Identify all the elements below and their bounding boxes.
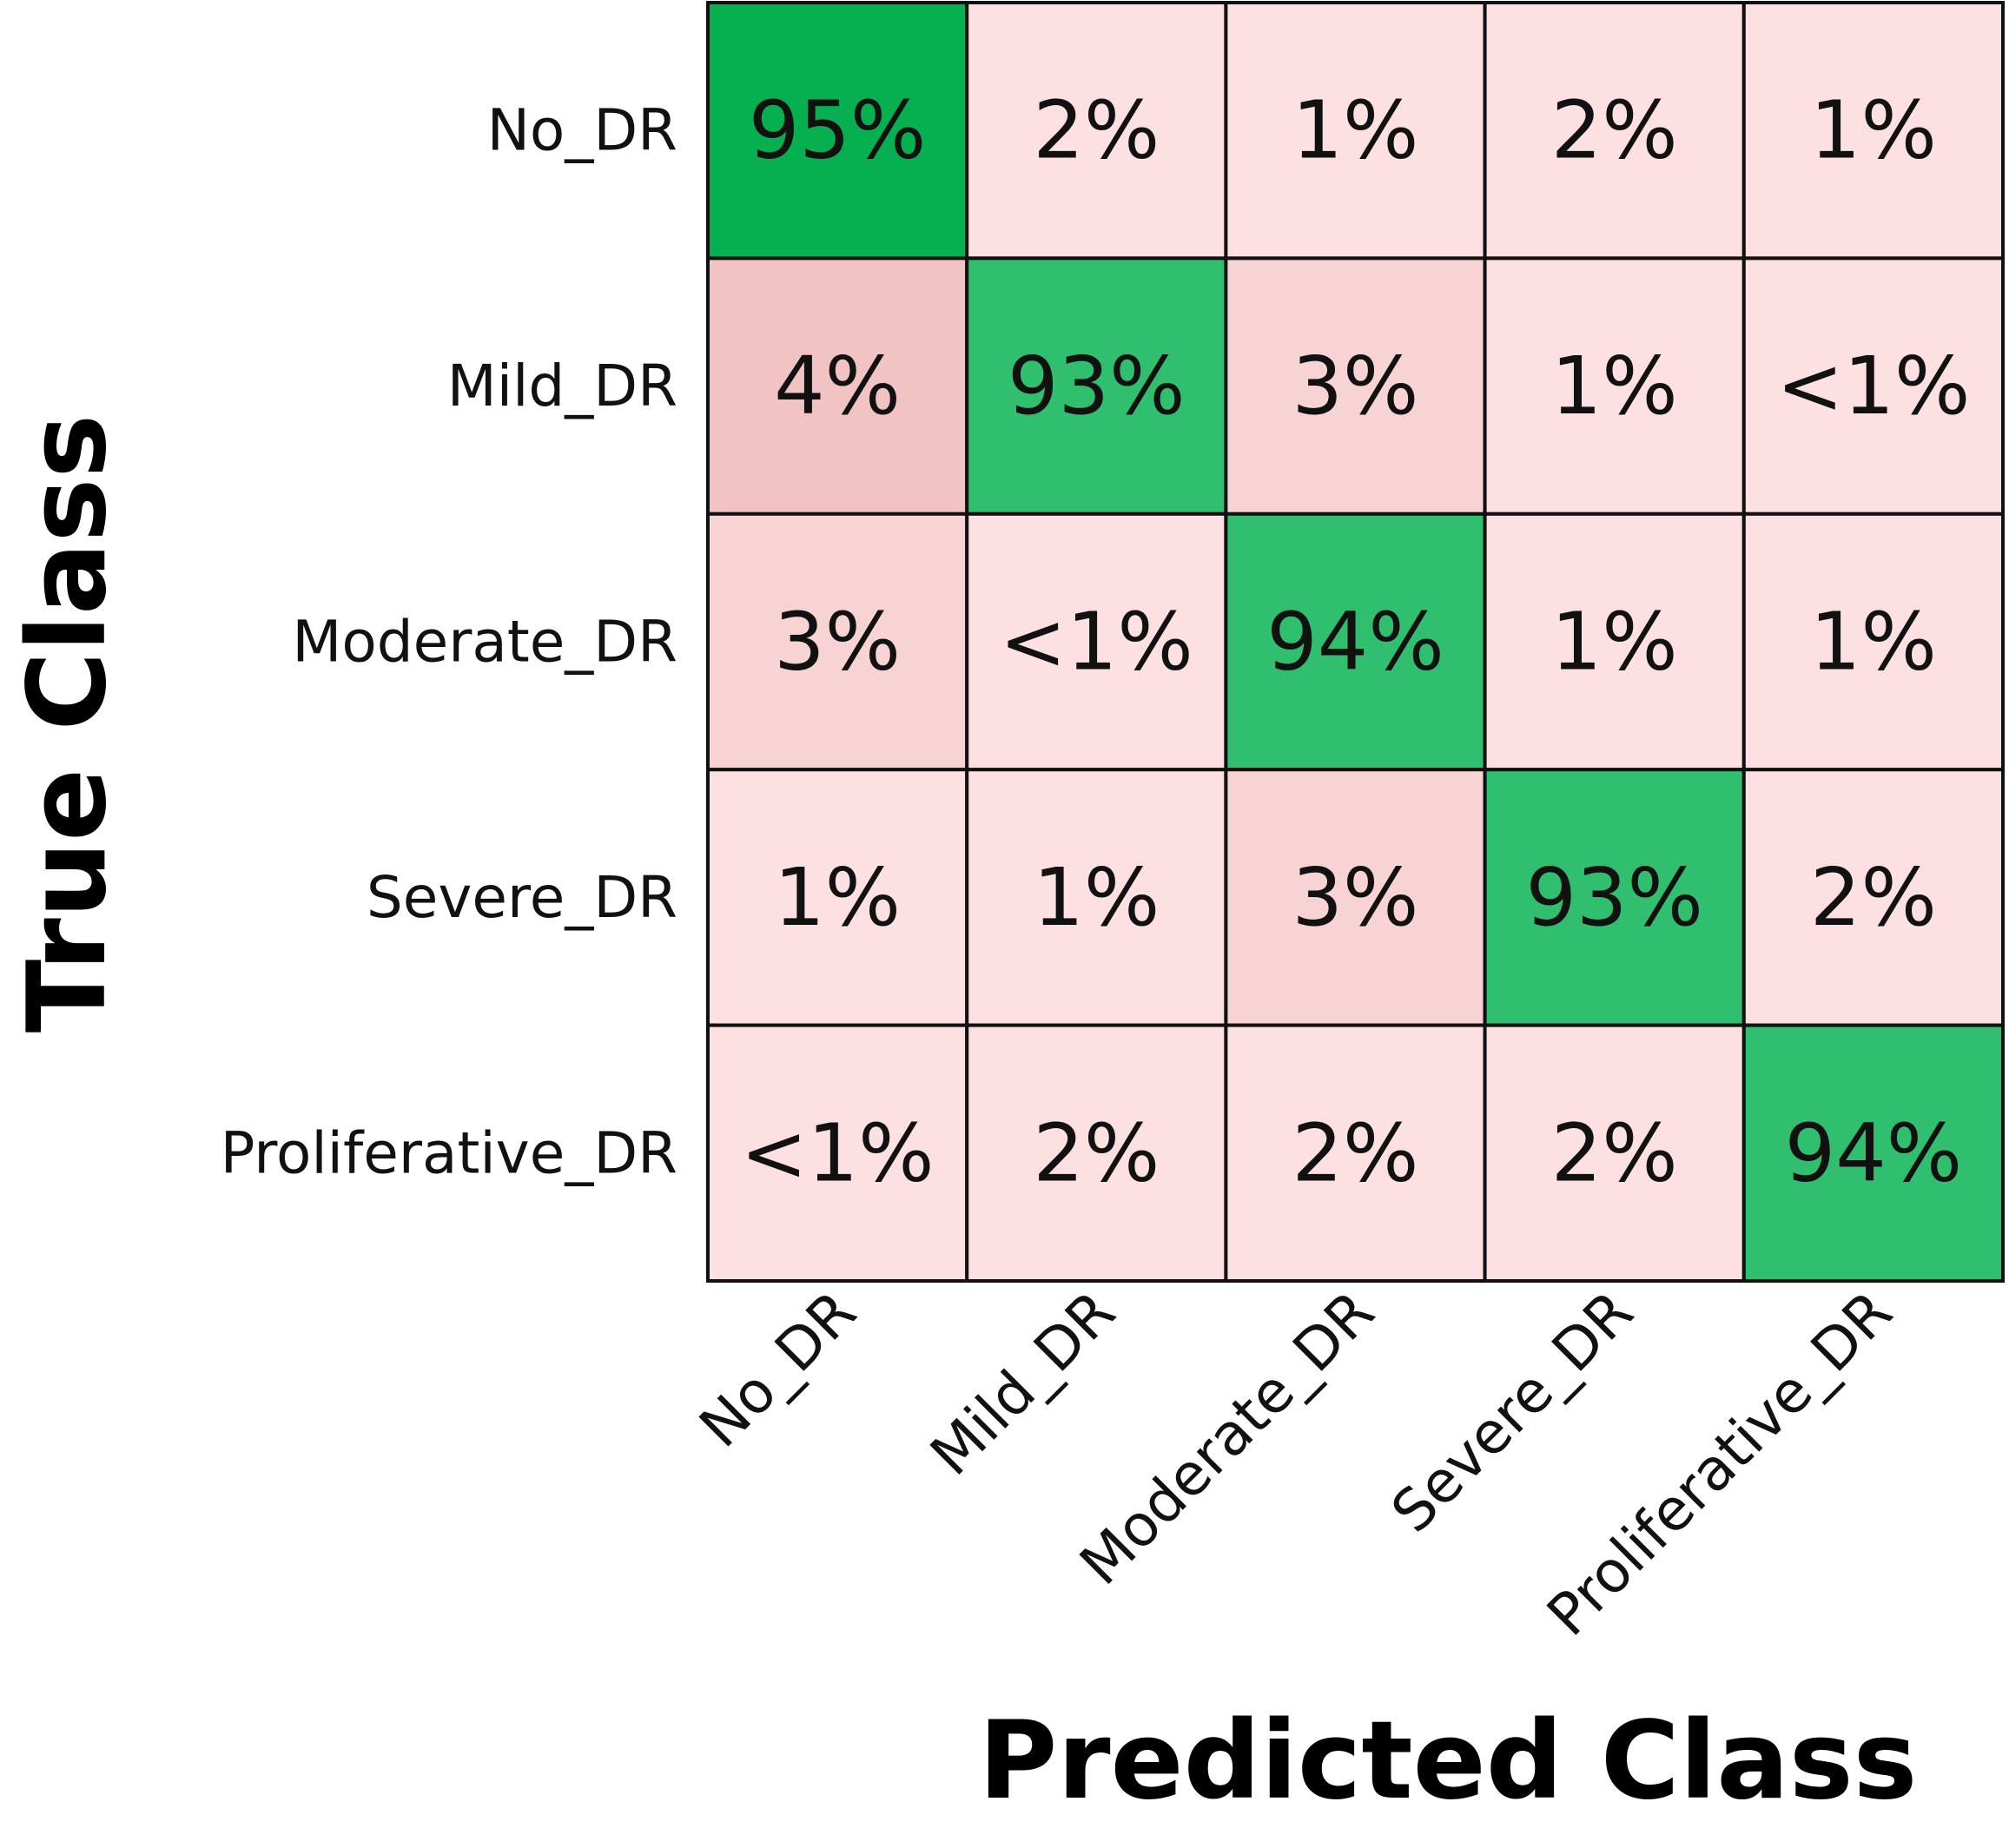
cell-value-label: 2%	[1292, 1106, 1419, 1199]
heatmap-cell	[965, 768, 1228, 1027]
cell-value-label: 2%	[1551, 84, 1678, 177]
cell-value-label: 93%	[1525, 851, 1702, 944]
cell-value-label: 94%	[1785, 1106, 1962, 1199]
cell-value-label: 1%	[1033, 851, 1160, 944]
cell-value-label: 2%	[1551, 1106, 1678, 1199]
cell-value-label: 94%	[1266, 596, 1444, 689]
heatmap-cell	[1741, 512, 2006, 772]
heatmap-cell	[965, 512, 1228, 772]
heatmap-cells: 95% 2% 1% 2% 1% 4% 93% 3% 1% <1% 3% <1% 94% 1% 1% 1% 1% 3…	[706, 1, 2006, 1283]
cell-value-label: 3%	[1292, 851, 1419, 944]
cell-value-label: 3%	[774, 596, 901, 689]
x-tick-label: Mild_DR	[918, 1278, 1128, 1488]
cell-value-label: <1%	[1000, 596, 1193, 689]
cell-value-label: 1%	[1810, 596, 1937, 689]
heatmap-cell	[965, 1023, 1228, 1283]
cell-value-label: 2%	[1033, 1106, 1160, 1199]
y-tick-label: Mild_DR	[447, 353, 677, 419]
cell-value-label: 1%	[1810, 84, 1937, 177]
heatmap-cell	[1224, 1, 1487, 261]
cell-value-label: 1%	[1551, 596, 1678, 689]
y-tick-labels: No_DR Mild_DR Moderate_DR Severe_DR Prolifer…	[221, 97, 677, 1187]
cell-value-label: 2%	[1033, 84, 1160, 177]
heatmap-cell	[1483, 1, 1746, 261]
heatmap-cell	[1224, 768, 1487, 1027]
y-tick-label: No_DR	[487, 97, 677, 164]
heatmap-cell	[706, 768, 969, 1027]
cell-value-label: 1%	[774, 851, 901, 944]
cell-value-label: 1%	[1551, 340, 1678, 432]
y-axis-title: True Class	[5, 414, 130, 1033]
heatmap-cell	[706, 256, 969, 516]
heatmap-cell	[1741, 768, 2006, 1027]
heatmap-cell	[1483, 768, 1746, 1027]
x-tick-label: No_DR	[687, 1278, 869, 1461]
cell-value-label: 93%	[1008, 340, 1185, 432]
x-tick-labels: No_DR Mild_DRModerate_DRSevere_DRProlifer…	[687, 1278, 1905, 1649]
cell-value-label: 4%	[774, 340, 901, 432]
heatmap-cell	[1224, 256, 1487, 516]
heatmap-cell	[706, 1, 969, 261]
y-tick-label: Moderate_DR	[292, 609, 677, 676]
heatmap-cell	[1224, 1023, 1487, 1283]
heatmap-cell	[1741, 1, 2006, 261]
x-tick-label: Severe_DR	[1378, 1278, 1646, 1546]
cell-value-label: 1%	[1292, 84, 1419, 177]
heatmap-cell	[1224, 512, 1487, 772]
cell-value-label: <1%	[741, 1106, 935, 1199]
heatmap-cell	[1483, 512, 1746, 772]
heatmap-cell	[1741, 256, 2006, 516]
y-tick-label: Severe_DR	[367, 864, 677, 931]
heatmap-cell	[1741, 1023, 2006, 1283]
cell-value-label: 2%	[1810, 851, 1937, 944]
x-axis-title: Predicted Class	[978, 1699, 1917, 1824]
cell-value-label: 95%	[749, 84, 926, 177]
heatmap-cell	[965, 1, 1228, 261]
y-tick-label: Proliferative_DR	[221, 1119, 677, 1186]
cell-value-label: <1%	[1776, 340, 1970, 432]
cell-value-label: 3%	[1292, 340, 1419, 432]
heatmap-cell	[706, 1023, 969, 1283]
